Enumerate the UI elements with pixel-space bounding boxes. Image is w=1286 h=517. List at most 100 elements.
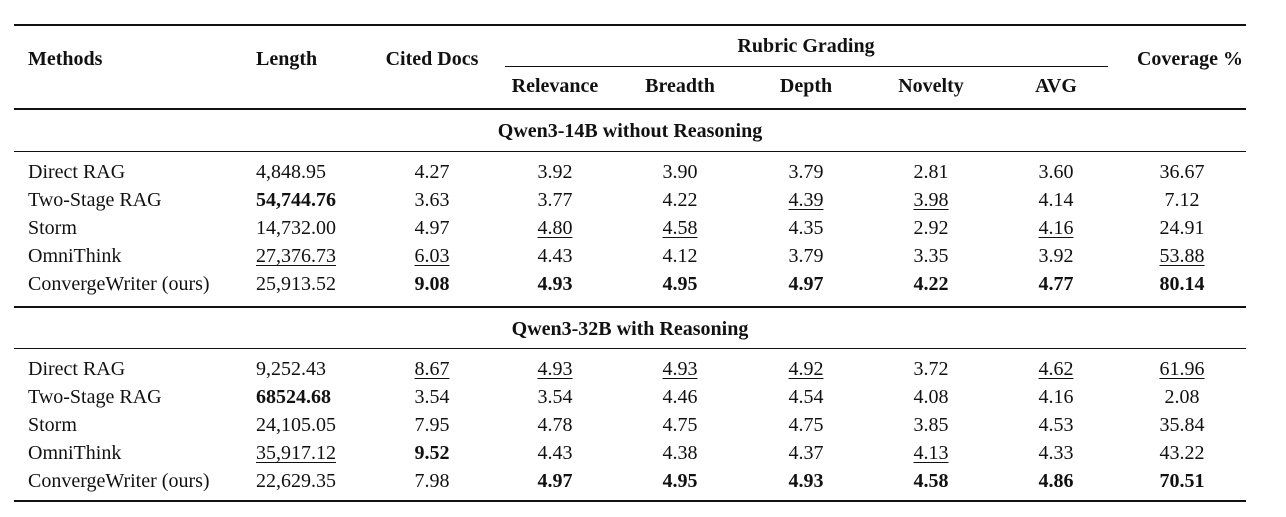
table-cell: 3.79 <box>788 161 824 183</box>
table-cell: 4.58 <box>662 217 698 239</box>
table-cell: 4.78 <box>537 414 573 436</box>
table-cell: 4.86 <box>1038 470 1074 492</box>
table-cell: 24.91 <box>1159 217 1205 239</box>
method-name: ConvergeWriter (ours) <box>28 470 210 492</box>
table-cell: 7.95 <box>414 414 450 436</box>
table-cell: 4.92 <box>788 358 824 380</box>
table-cell: 4.43 <box>537 245 573 267</box>
table-cell: 27,376.73 <box>256 245 336 267</box>
table-cell: 3.63 <box>414 189 450 211</box>
table-cell: 4.75 <box>788 414 824 436</box>
table-cell: 4.13 <box>913 442 949 464</box>
table-cell: 4.22 <box>662 189 698 211</box>
table-cell: 3.54 <box>414 386 450 408</box>
table-cell: 4.54 <box>788 386 824 408</box>
header-methods: Methods <box>28 48 103 70</box>
table-cell: 4.16 <box>1038 386 1074 408</box>
method-name: Direct RAG <box>28 161 126 183</box>
table-cell: 4.75 <box>662 414 698 436</box>
table-cell: 2.08 <box>1164 386 1200 408</box>
table-cell: 3.92 <box>537 161 573 183</box>
table-cell: 9,252.43 <box>256 358 326 380</box>
table-cell: 4.38 <box>662 442 698 464</box>
method-name: OmniThink <box>28 442 122 464</box>
table-cell: 35,917.12 <box>256 442 336 464</box>
table-cell: 4.93 <box>788 470 824 492</box>
table-cell: 3.35 <box>913 245 949 267</box>
table-cell: 3.77 <box>537 189 573 211</box>
bottom-rule <box>14 500 1246 503</box>
table-cell: 2.92 <box>913 217 949 239</box>
table-cell: 3.85 <box>913 414 949 436</box>
table-cell: 8.67 <box>414 358 450 380</box>
table-cell: 3.54 <box>537 386 573 408</box>
table-cell: 80.14 <box>1159 273 1205 295</box>
top-rule <box>14 24 1246 27</box>
table-cell: 3.79 <box>788 245 824 267</box>
method-name: Storm <box>28 217 77 239</box>
table-cell: 4.77 <box>1038 273 1074 295</box>
table-cell: 4.14 <box>1038 189 1074 211</box>
table-cell: 24,105.05 <box>256 414 336 436</box>
table-cell: 3.72 <box>913 358 949 380</box>
table-cell: 70.51 <box>1159 470 1205 492</box>
table-cell: 4.97 <box>537 470 573 492</box>
table-cell: 4.08 <box>913 386 949 408</box>
table-cell: 61.96 <box>1159 358 1205 380</box>
table-cell: 4.53 <box>1038 414 1074 436</box>
header-coverage: Coverage % <box>1136 48 1244 70</box>
table-cell: 4.93 <box>537 358 573 380</box>
table-cell: 4.43 <box>537 442 573 464</box>
rubric-grading-rule <box>505 66 1108 68</box>
header-rubric-grading: Rubric Grading <box>737 35 875 57</box>
table-cell: 3.92 <box>1038 245 1074 267</box>
table-cell: 9.52 <box>414 442 450 464</box>
method-name: Two-Stage RAG <box>28 189 162 211</box>
table-cell: 4.16 <box>1038 217 1074 239</box>
table-cell: 4.62 <box>1038 358 1074 380</box>
section-1-rule <box>14 151 1246 153</box>
header-length: Length <box>256 48 318 70</box>
table-cell: 7.98 <box>414 470 450 492</box>
table-cell: 4.97 <box>414 217 450 239</box>
table-cell: 7.12 <box>1164 189 1200 211</box>
table-cell: 4.58 <box>913 470 949 492</box>
header-relevance: Relevance <box>511 75 599 97</box>
table-cell: 14,732.00 <box>256 217 336 239</box>
table-cell: 68524.68 <box>256 386 331 408</box>
section-2-rule <box>14 348 1246 350</box>
table-cell: 4.33 <box>1038 442 1074 464</box>
table-cell: 4.39 <box>788 189 824 211</box>
table-cell: 3.98 <box>913 189 949 211</box>
table-cell: 54,744.76 <box>256 189 336 211</box>
table-cell: 2.81 <box>913 161 949 183</box>
table-cell: 4.93 <box>537 273 573 295</box>
table-cell: 4.35 <box>788 217 824 239</box>
section-divider-rule <box>14 306 1246 309</box>
table-cell: 6.03 <box>414 245 450 267</box>
header-bottom-rule <box>14 108 1246 111</box>
table-cell: 53.88 <box>1159 245 1205 267</box>
table-cell: 4.12 <box>662 245 698 267</box>
method-name: Storm <box>28 414 77 436</box>
table-cell: 3.90 <box>662 161 698 183</box>
method-name: Direct RAG <box>28 358 126 380</box>
header-novelty: Novelty <box>898 75 964 97</box>
header-depth: Depth <box>779 75 833 97</box>
method-name: OmniThink <box>28 245 122 267</box>
table-cell: 4.37 <box>788 442 824 464</box>
table-cell: 3.60 <box>1038 161 1074 183</box>
table-cell: 4.95 <box>662 273 698 295</box>
table-cell: 4.27 <box>414 161 450 183</box>
table-cell: 36.67 <box>1159 161 1205 183</box>
method-name: ConvergeWriter (ours) <box>28 273 210 295</box>
section-title: Qwen3-14B without Reasoning <box>497 120 763 142</box>
header-breadth: Breadth <box>645 75 715 97</box>
table-cell: 22,629.35 <box>256 470 336 492</box>
table-cell: 4,848.95 <box>256 161 326 183</box>
table-cell: 4.22 <box>913 273 949 295</box>
header-avg: AVG <box>1035 75 1077 97</box>
table-cell: 25,913.52 <box>256 273 336 295</box>
header-cited-docs: Cited Docs <box>385 48 479 70</box>
section-title: Qwen3-32B with Reasoning <box>511 318 749 340</box>
